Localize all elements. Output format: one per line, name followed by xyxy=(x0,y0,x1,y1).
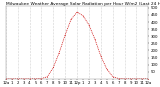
Text: Milwaukee Weather Average Solar Radiation per Hour W/m2 (Last 24 Hours): Milwaukee Weather Average Solar Radiatio… xyxy=(6,2,160,6)
